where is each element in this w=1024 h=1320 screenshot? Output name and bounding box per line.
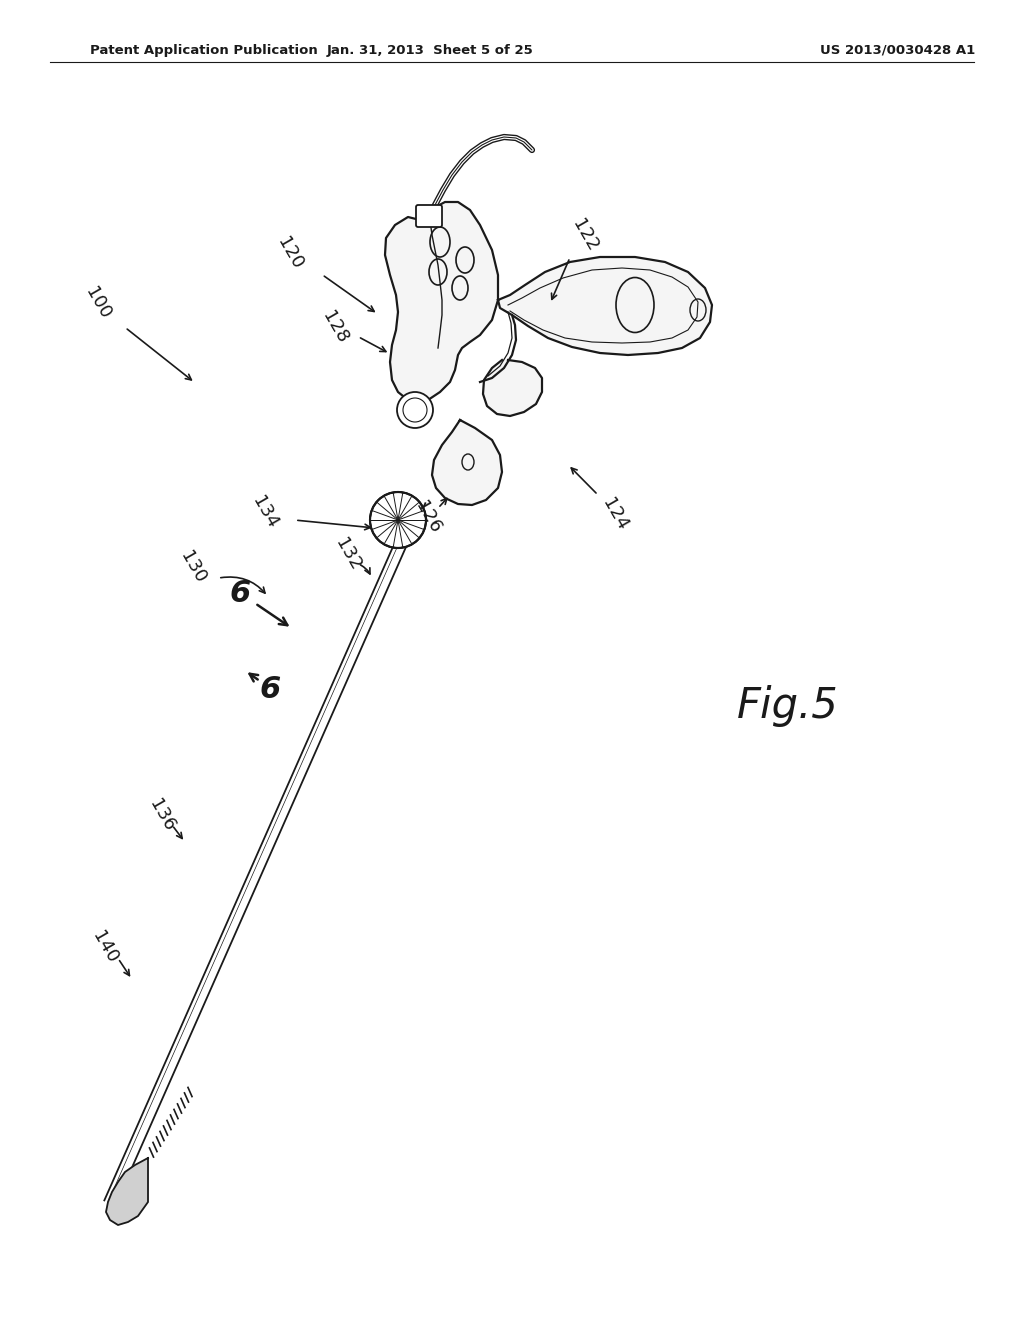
Circle shape	[370, 492, 426, 548]
Circle shape	[397, 392, 433, 428]
Text: 140: 140	[89, 928, 121, 968]
Text: 126: 126	[412, 498, 444, 537]
Polygon shape	[432, 420, 502, 506]
Polygon shape	[104, 499, 425, 1205]
Text: 6: 6	[229, 579, 251, 609]
Text: 122: 122	[568, 215, 601, 255]
Text: Patent Application Publication: Patent Application Publication	[90, 44, 317, 57]
Polygon shape	[498, 257, 712, 355]
Text: 130: 130	[177, 548, 209, 587]
Text: 128: 128	[318, 308, 351, 347]
Text: 124: 124	[599, 495, 632, 535]
Text: US 2013/0030428 A1: US 2013/0030428 A1	[820, 44, 975, 57]
Text: 134: 134	[249, 492, 282, 532]
Polygon shape	[385, 202, 498, 403]
Polygon shape	[483, 360, 542, 416]
Text: Fig.5: Fig.5	[737, 685, 839, 727]
Text: Jan. 31, 2013  Sheet 5 of 25: Jan. 31, 2013 Sheet 5 of 25	[327, 44, 534, 57]
Text: 100: 100	[82, 284, 115, 323]
Text: 132: 132	[332, 535, 365, 574]
Text: 6: 6	[259, 675, 281, 704]
Polygon shape	[106, 1158, 148, 1225]
FancyBboxPatch shape	[416, 205, 442, 227]
Text: 120: 120	[273, 234, 306, 273]
Text: 136: 136	[145, 796, 178, 836]
